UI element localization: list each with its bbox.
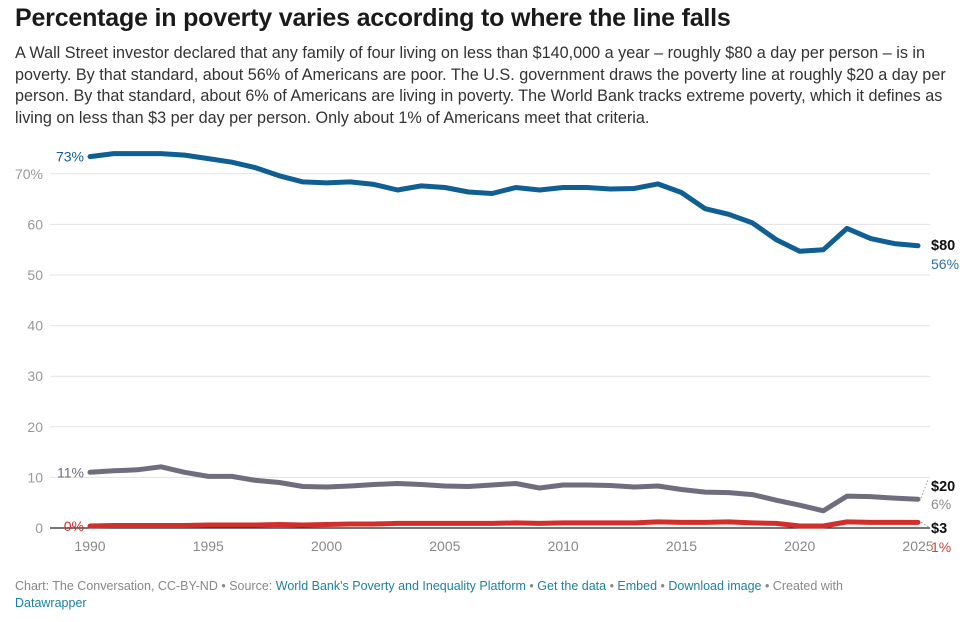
series-80-line — [87, 151, 921, 254]
line-chart: 0 10 20 30 40 50 60 70% 1990 1995 2000 2005 2010 201… — [15, 149, 959, 555]
chart-credit: Chart: The Conversation, CC-BY-ND — [15, 579, 218, 593]
series-20-start-label: 11% — [57, 464, 84, 480]
created-with-text: Created with — [772, 579, 843, 593]
datawrapper-link[interactable]: Datawrapper — [15, 596, 87, 610]
y-tick-label: 30 — [27, 368, 43, 384]
source-prefix: Source: — [229, 579, 276, 593]
source-link[interactable]: World Bank's Poverty and Inequality Plat… — [275, 579, 526, 593]
x-tick-label: 1990 — [74, 538, 105, 554]
embed-link[interactable]: Embed — [617, 579, 658, 593]
series-3-end-value: 1% — [931, 539, 951, 555]
x-tick-label: 2005 — [429, 538, 460, 554]
get-the-data-link[interactable]: Get the data — [537, 579, 607, 593]
series-3-label-connector — [920, 521, 930, 528]
y-tick-label: 20 — [27, 419, 43, 435]
series-3-start-label: 0% — [64, 518, 84, 534]
x-tick-label: 2000 — [311, 538, 342, 554]
y-tick-label: 60 — [27, 216, 43, 232]
series-80-end-value: 56% — [931, 256, 959, 272]
y-tick-label: 10 — [27, 469, 43, 485]
download-image-link[interactable]: Download image — [668, 579, 762, 593]
gridlines — [50, 173, 930, 478]
series-20-label-connector — [920, 479, 929, 499]
chart-title: Percentage in poverty varies according t… — [15, 4, 731, 32]
series-80-start-label: 73% — [56, 149, 84, 165]
series-3-end-name: $3 — [931, 521, 947, 537]
y-tick-label: 0 — [35, 520, 43, 536]
y-axis-ticks: 0 10 20 30 40 50 60 70% — [15, 166, 43, 536]
x-tick-label: 2015 — [666, 538, 697, 554]
x-tick-label: 2010 — [548, 538, 579, 554]
x-axis-ticks: 1990 1995 2000 2005 2010 2015 2020 2025 — [74, 538, 933, 554]
x-tick-label: 1995 — [193, 538, 224, 554]
y-tick-label: 70% — [15, 166, 43, 182]
footer-separator: • — [606, 579, 618, 593]
series-80-end-name: $80 — [931, 238, 955, 254]
series-labels: 73% 11% 0% $80 56% $206% $3 1% — [56, 149, 959, 555]
series-lines — [87, 151, 921, 529]
x-tick-label: 2025 — [902, 538, 933, 554]
series-20-end-value: 6% — [931, 496, 951, 512]
footer-separator: • — [657, 579, 669, 593]
chart-description: A Wall Street investor declared that any… — [15, 44, 946, 127]
footer-separator: • — [525, 579, 538, 593]
series-3-line — [87, 519, 921, 529]
y-tick-label: 40 — [27, 318, 43, 334]
footer-separator: • — [761, 579, 773, 593]
chart-footer: Chart: The Conversation, CC-BY-ND • Sour… — [15, 578, 955, 612]
x-tick-label: 2020 — [784, 538, 815, 554]
series-20-end-name: $20 — [931, 479, 955, 495]
series-20-line — [87, 464, 921, 514]
y-tick-label: 50 — [27, 267, 43, 283]
footer-separator: • — [217, 579, 230, 593]
